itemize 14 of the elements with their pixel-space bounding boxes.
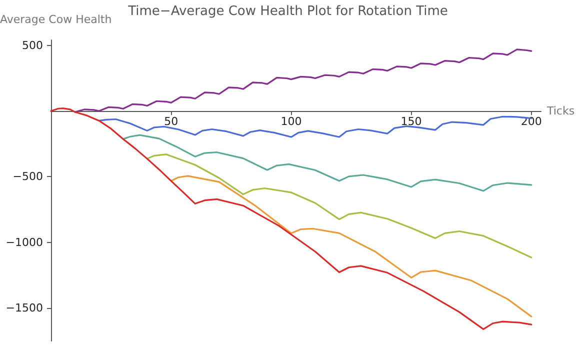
y-tick-label: 500 (22, 38, 43, 52)
y-axis-title: Average Cow Health (0, 13, 112, 26)
line-series (146, 154, 532, 258)
x-tick-label: 100 (280, 114, 302, 128)
y-tick-label: −1500 (6, 302, 43, 315)
y-tick-label: −1000 (6, 236, 43, 249)
line-series (74, 48, 532, 113)
y-tick-label: −500 (12, 170, 43, 184)
x-axis-title: Ticks (546, 104, 575, 118)
line-series (122, 134, 532, 192)
line-series (170, 175, 532, 318)
x-tick-label: 150 (400, 114, 422, 128)
x-tick-label: 50 (164, 114, 178, 128)
chart-title: Time−Average Cow Health Plot for Rotation Time (127, 4, 448, 19)
